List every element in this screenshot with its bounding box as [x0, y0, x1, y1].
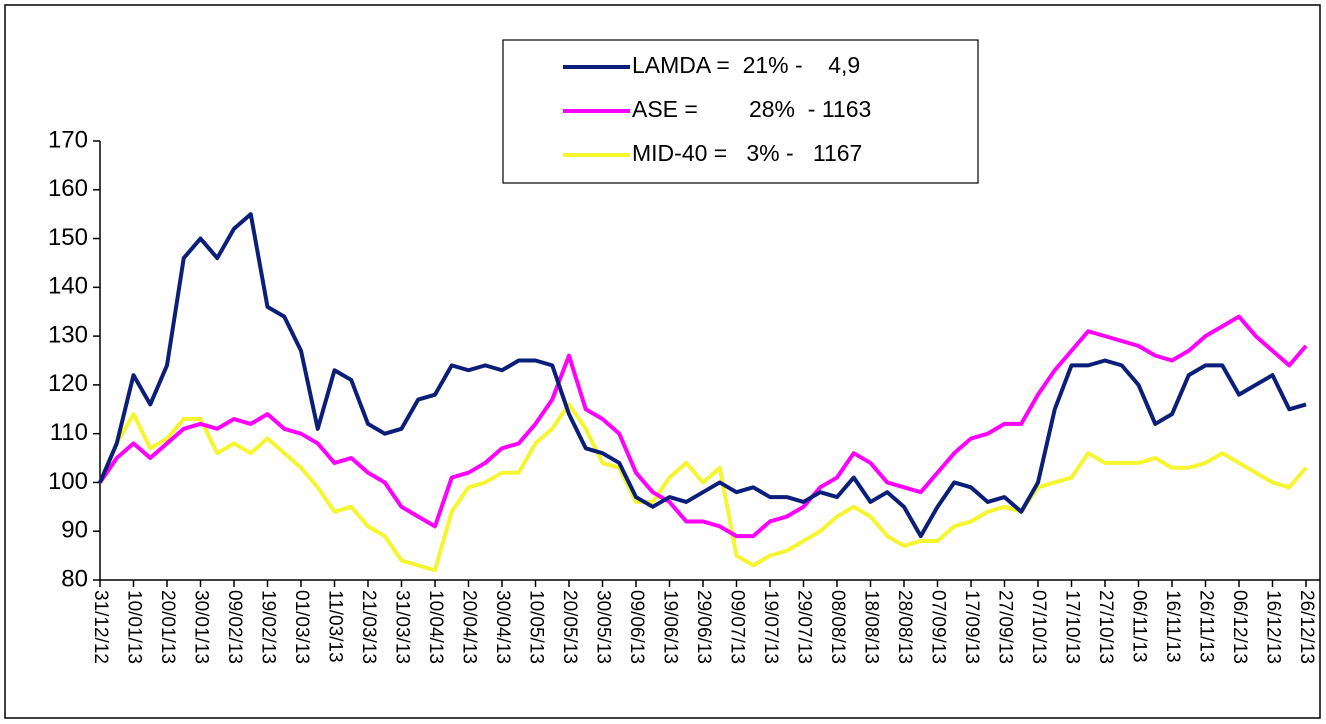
x-tick-label: 20/05/13: [559, 590, 580, 664]
x-tick-label: 26/12/13: [1296, 590, 1317, 664]
x-tick-label: 26/11/13: [1195, 590, 1216, 663]
y-tick-label: 130: [48, 321, 88, 348]
y-tick-label: 150: [48, 224, 88, 251]
x-tick-label: 17/10/13: [1061, 590, 1082, 664]
x-tick-label: 09/06/13: [626, 590, 647, 664]
x-tick-label: 17/09/13: [961, 590, 982, 664]
x-tick-label: 19/06/13: [659, 590, 680, 664]
x-tick-label: 27/10/13: [1095, 590, 1116, 664]
x-tick-label: 20/04/13: [458, 590, 479, 664]
x-tick-label: 20/01/13: [157, 590, 178, 664]
x-tick-label: 31/03/13: [391, 590, 412, 664]
legend-label: MID-40 = 3% - 1167: [632, 140, 862, 166]
series-line: [98, 402, 1308, 573]
x-tick-label: 30/05/13: [592, 590, 613, 664]
x-tick-label: 19/07/13: [760, 590, 781, 664]
y-tick-label: 140: [48, 273, 88, 300]
x-tick-label: 07/09/13: [927, 590, 948, 664]
x-tick-label: 08/08/13: [827, 590, 848, 664]
x-tick-label: 06/12/13: [1229, 590, 1250, 664]
x-tick-label: 10/01/13: [123, 590, 144, 664]
legend-label: ASE = 28% - 1163: [632, 96, 871, 122]
legend-label: LAMDA = 21% - 4,9: [632, 52, 860, 78]
y-tick-label: 90: [61, 517, 88, 544]
x-tick-label: 18/08/13: [860, 590, 881, 664]
y-tick-label: 80: [61, 565, 88, 592]
x-tick-label: 28/08/13: [894, 590, 915, 664]
x-tick-label: 27/09/13: [994, 590, 1015, 664]
x-tick-label: 21/03/13: [358, 590, 379, 664]
x-tick-label: 10/05/13: [525, 590, 546, 664]
y-tick-label: 120: [48, 370, 88, 397]
x-tick-label: 09/02/13: [224, 590, 245, 664]
series-line: [98, 212, 1307, 539]
series-line: [98, 314, 1308, 539]
x-tick-label: 16/11/13: [1162, 590, 1183, 663]
y-tick-label: 170: [48, 126, 88, 153]
x-tick-label: 29/07/13: [793, 590, 814, 664]
x-tick-label: 31/12/12: [90, 590, 111, 664]
x-tick-label: 11/03/13: [324, 590, 345, 663]
x-tick-label: 09/07/13: [726, 590, 747, 664]
x-tick-label: 16/12/13: [1262, 590, 1283, 664]
x-tick-label: 06/11/13: [1128, 590, 1149, 663]
x-tick-label: 10/04/13: [425, 590, 446, 664]
x-tick-label: 30/01/13: [190, 590, 211, 664]
x-tick-label: 07/10/13: [1028, 590, 1049, 664]
x-tick-label: 30/04/13: [492, 590, 513, 664]
x-tick-label: 19/02/13: [257, 590, 278, 664]
y-tick-label: 160: [48, 175, 88, 202]
y-tick-label: 110: [50, 419, 88, 446]
x-tick-label: 01/03/13: [291, 590, 312, 664]
x-tick-label: 29/06/13: [693, 590, 714, 664]
y-tick-label: 100: [48, 468, 88, 495]
